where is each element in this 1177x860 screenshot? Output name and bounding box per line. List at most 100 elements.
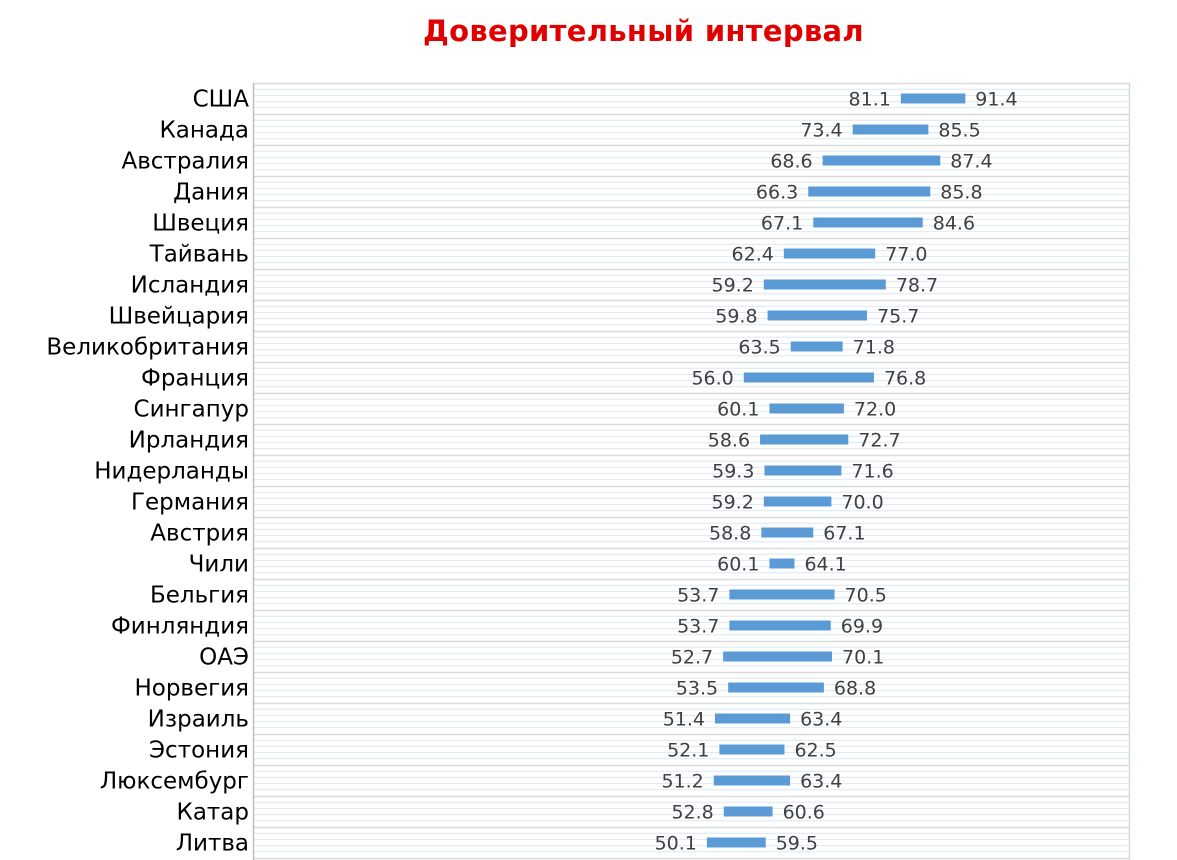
low-value-label: 59.2: [712, 275, 754, 297]
range-bar: [900, 93, 966, 104]
low-value-label: 58.6: [708, 430, 750, 452]
high-value-label: 64.1: [804, 554, 846, 576]
category-label: Нидерланды: [94, 459, 249, 485]
range-bar: [706, 837, 766, 848]
low-value-label: 51.4: [663, 709, 705, 731]
high-value-label: 75.7: [877, 306, 919, 328]
category-label: Норвегия: [134, 676, 249, 702]
low-value-label: 53.5: [676, 678, 718, 700]
category-label: Эстония: [149, 738, 249, 764]
range-bar: [822, 155, 941, 166]
category-label: Люксембург: [100, 769, 249, 795]
range-bar: [783, 248, 876, 259]
chart-title: Доверительный интервал: [423, 14, 864, 48]
low-value-label: 52.8: [671, 802, 713, 824]
low-value-label: 63.5: [738, 337, 780, 359]
range-bar: [723, 806, 773, 817]
high-value-label: 84.6: [933, 213, 975, 235]
high-value-label: 63.4: [800, 709, 842, 731]
category-label: Катар: [176, 800, 249, 826]
high-value-label: 60.6: [783, 802, 825, 824]
range-bar: [852, 124, 929, 135]
category-label: Израиль: [148, 707, 249, 733]
range-bar: [764, 465, 842, 476]
high-value-label: 59.5: [776, 833, 818, 855]
high-value-label: 68.8: [834, 678, 876, 700]
category-label: Швейцария: [109, 304, 249, 330]
labels: США 81.1 91.4 Канада 73.4 85.5 Австралия 68.6 87…: [46, 87, 1017, 857]
range-bar: [761, 527, 814, 538]
low-value-label: 60.1: [717, 554, 759, 576]
category-label: Ирландия: [129, 428, 249, 454]
category-label: Дания: [173, 180, 249, 206]
low-value-label: 68.6: [770, 151, 812, 173]
high-value-label: 67.1: [823, 523, 865, 545]
high-value-label: 69.9: [841, 616, 883, 638]
category-label: Сингапур: [134, 397, 249, 423]
low-value-label: 59.3: [712, 461, 754, 483]
low-value-label: 52.7: [671, 647, 713, 669]
range-bar: [713, 775, 791, 786]
range-bar: [769, 558, 795, 569]
low-value-label: 53.7: [677, 616, 719, 638]
range-bar: [728, 682, 824, 693]
category-label: Литва: [176, 831, 249, 857]
range-bar: [767, 310, 868, 321]
high-value-label: 85.5: [938, 120, 980, 142]
range-bar: [729, 589, 835, 600]
high-value-label: 71.8: [853, 337, 895, 359]
category-label: Австрия: [150, 521, 249, 547]
category-label: Великобритания: [46, 335, 249, 361]
low-value-label: 52.1: [667, 740, 709, 762]
low-value-label: 59.2: [712, 492, 754, 514]
high-value-label: 76.8: [884, 368, 926, 390]
high-value-label: 70.0: [841, 492, 883, 514]
range-bar: [808, 186, 931, 197]
low-value-label: 81.1: [849, 89, 891, 111]
grid: [252, 82, 1131, 860]
category-label: Исландия: [131, 273, 249, 299]
low-value-label: 60.1: [717, 399, 759, 421]
high-value-label: 72.7: [858, 430, 900, 452]
category-label: Германия: [131, 490, 249, 516]
category-label: Финляндия: [111, 614, 249, 640]
high-value-label: 70.1: [842, 647, 884, 669]
range-bar: [729, 620, 831, 631]
bars: [706, 93, 966, 848]
range-bar: [763, 496, 832, 507]
range-bar: [719, 744, 785, 755]
high-value-label: 87.4: [950, 151, 992, 173]
range-bar: [723, 651, 833, 662]
low-value-label: 62.4: [732, 244, 774, 266]
range-bar: [769, 403, 844, 414]
low-value-label: 67.1: [761, 213, 803, 235]
high-value-label: 72.0: [854, 399, 896, 421]
low-value-label: 73.4: [800, 120, 842, 142]
category-label: Франция: [141, 366, 249, 392]
high-value-label: 78.7: [896, 275, 938, 297]
high-value-label: 91.4: [975, 89, 1017, 111]
low-value-label: 66.3: [756, 182, 798, 204]
high-value-label: 62.5: [794, 740, 836, 762]
low-value-label: 51.2: [661, 771, 703, 793]
high-value-label: 71.6: [851, 461, 893, 483]
category-label: Чили: [189, 552, 249, 578]
category-label: США: [193, 87, 250, 113]
category-label: Канада: [159, 118, 249, 144]
high-value-label: 85.8: [940, 182, 982, 204]
low-value-label: 50.1: [655, 833, 697, 855]
low-value-label: 56.0: [691, 368, 733, 390]
category-label: Швеция: [152, 211, 249, 237]
range-bar: [790, 341, 843, 352]
range-bar: [760, 434, 849, 445]
high-value-label: 63.4: [800, 771, 842, 793]
low-value-label: 53.7: [677, 585, 719, 607]
range-bar: [763, 279, 886, 290]
high-value-label: 70.5: [845, 585, 887, 607]
high-value-label: 77.0: [885, 244, 927, 266]
range-bar: [813, 217, 923, 228]
category-label: ОАЭ: [199, 645, 249, 671]
category-label: Бельгия: [150, 583, 249, 609]
low-value-label: 58.8: [709, 523, 751, 545]
